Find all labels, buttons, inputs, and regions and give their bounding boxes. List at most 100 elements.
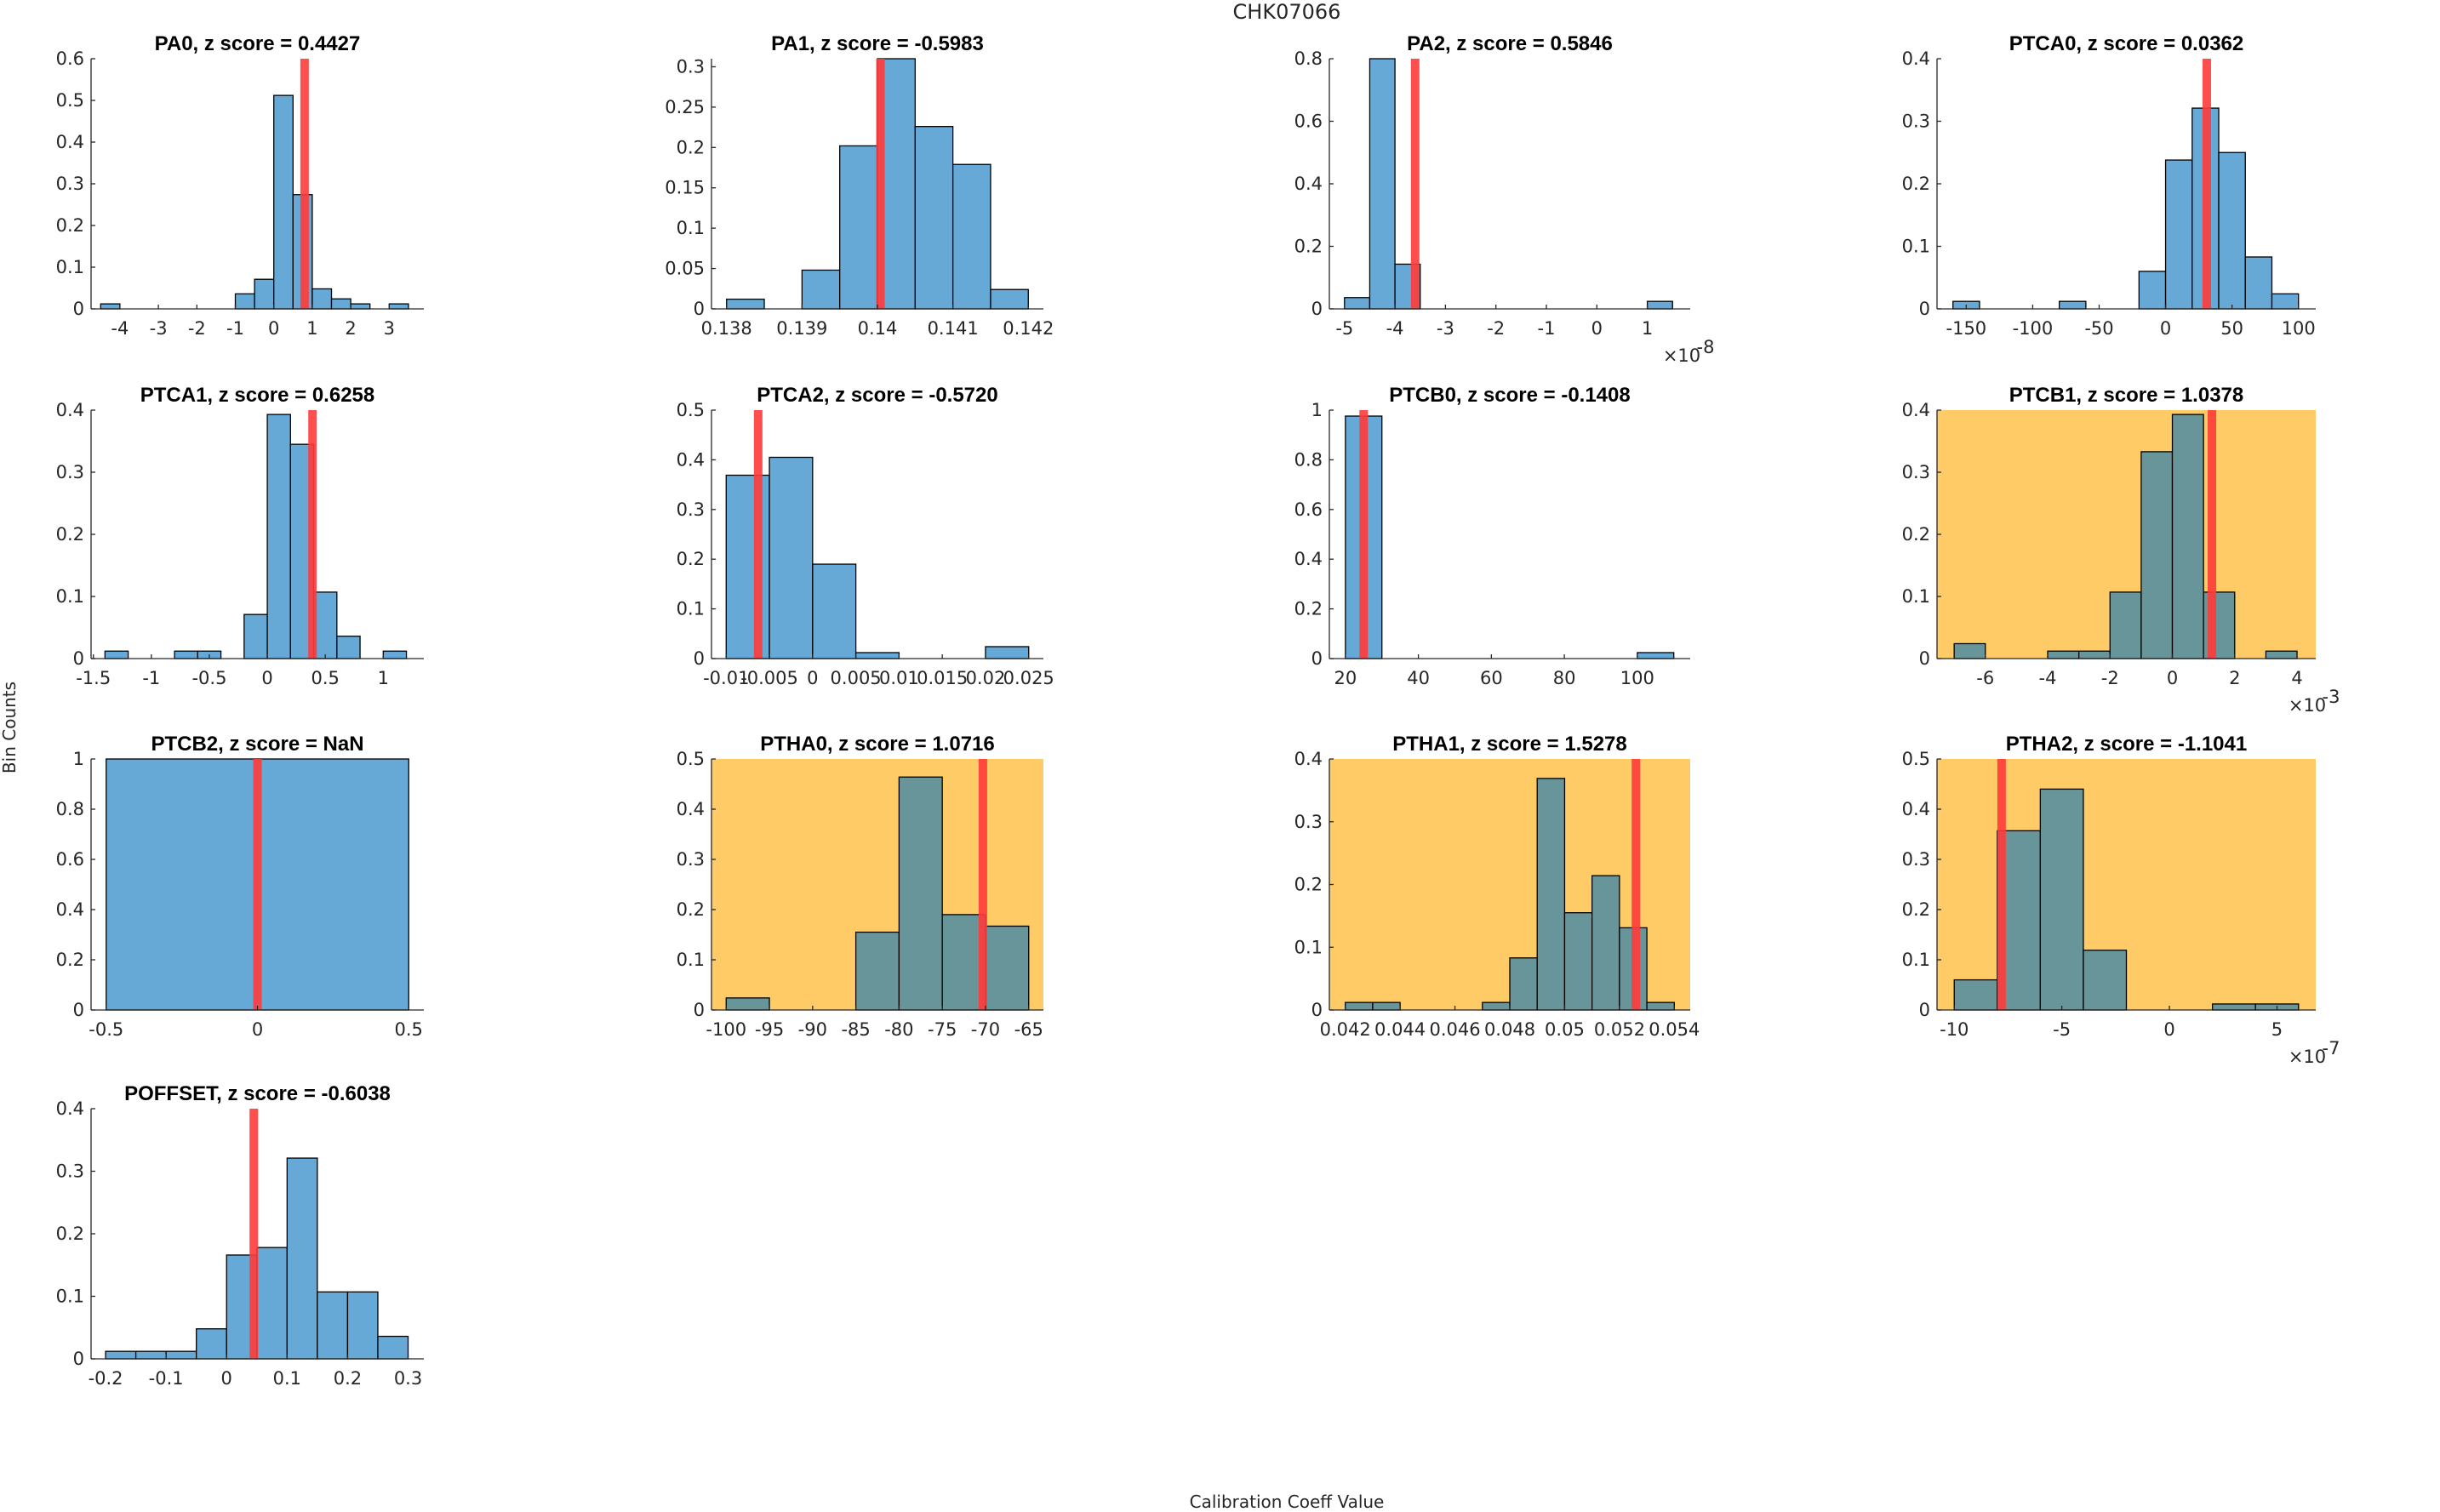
- y-tick-label: 0: [1311, 299, 1323, 319]
- y-tick-label: 0: [73, 648, 84, 669]
- histogram-bar: [914, 126, 954, 310]
- histogram-bar: [2164, 159, 2193, 310]
- histogram-bar: [1509, 957, 1538, 1011]
- histogram-bar: [273, 94, 294, 310]
- x-tick-label: 0.2: [334, 1368, 362, 1389]
- histogram-bar: [1646, 1001, 1675, 1011]
- x-tick-label: -3: [150, 318, 168, 339]
- x-tick-label: -100: [706, 1019, 746, 1040]
- x-tick-label: 1: [378, 668, 389, 688]
- y-tick-label: 0.1: [677, 950, 705, 970]
- subplot-pa2: 0 0.2 0.4 0.6 0.8 -5 -4 -3 -2 -1 0 1 ×10-8 PA2, z sco…: [1294, 32, 1715, 366]
- y-tick-label: 0.8: [1294, 48, 1323, 69]
- y-tick-label: 0.5: [56, 90, 84, 111]
- y-tick-label: 0.15: [665, 178, 705, 198]
- y-tick-label: 0.2: [1902, 174, 1930, 194]
- x-tick-label: 0.01: [879, 668, 919, 688]
- x-tick-label: 0.14: [858, 318, 898, 339]
- y-tick-label: 0.1: [56, 586, 84, 607]
- x-tick-label: 100: [2282, 318, 2316, 339]
- x-tick-label: 0: [221, 1368, 232, 1389]
- y-tick-label: 0: [73, 299, 84, 319]
- y-tick-label: 0.3: [56, 462, 84, 482]
- x-tick-label: 50: [2220, 318, 2243, 339]
- y-tick-label: 0.2: [56, 524, 84, 545]
- x-tick-label: 2: [345, 318, 356, 339]
- histogram-bar: [1591, 875, 1620, 1011]
- subplot-ptha1: 0 0.1 0.2 0.3 0.4 0.042 0.044 0.046 0.048 0.05 0.0…: [1294, 733, 1700, 1040]
- subplot-title: PA1, z score = -0.5983: [771, 32, 984, 55]
- y-tick-label: 0.4: [56, 132, 84, 152]
- x-tick-label: 0.138: [701, 318, 752, 339]
- x-tick-label: -1.5: [76, 668, 111, 688]
- y-tick-label: 0.1: [1902, 237, 1930, 257]
- x-tick-label: 0.005: [831, 668, 882, 688]
- subplot-ptha2: 0 0.1 0.2 0.3 0.4 0.5 -10 -5 0 5 ×10-7 PTHA2, z sco…: [1902, 733, 2340, 1067]
- y-tick-label: 0.5: [677, 400, 705, 420]
- histogram-bar: [286, 1157, 318, 1360]
- x-tick-label: 0.02: [966, 668, 1006, 688]
- y-tick-label: 0.4: [56, 1098, 84, 1119]
- histogram-bar: [2271, 293, 2300, 310]
- subplot-title: PTCB0, z score = -0.1408: [1389, 384, 1630, 407]
- subplot-ptca1: 0 0.1 0.2 0.3 0.4 -1.5 -1 -0.5 0 0.5 1 PTCA1, z sco…: [56, 384, 424, 688]
- subplot-title: PTCA1, z score = 0.6258: [140, 384, 374, 407]
- histogram-bar: [1344, 297, 1371, 310]
- x-tick-label: -100: [2013, 318, 2054, 339]
- histogram-bar: [2171, 414, 2204, 659]
- x-tick-label: 0.3: [394, 1368, 422, 1389]
- y-tick-label: 0.05: [665, 259, 705, 279]
- y-tick-label: 0.4: [1902, 48, 1930, 69]
- y-tick-label: 0.2: [677, 549, 705, 569]
- histogram-bar: [990, 288, 1029, 310]
- x-tick-label: -70: [971, 1019, 1000, 1040]
- subplot-ptca0: 0 0.1 0.2 0.3 0.4 -150 -100 -50 0 50 100 PTCA0, z s…: [1902, 32, 2316, 339]
- histogram-bar: [2138, 271, 2167, 310]
- histogram-bar: [1369, 58, 1396, 310]
- x-axis-exponent-power: -8: [1697, 337, 1715, 357]
- y-tick-label: 0.4: [56, 400, 84, 420]
- x-tick-label: -80: [884, 1019, 913, 1040]
- histogram-bar: [985, 646, 1030, 659]
- subplot-ptca2: 00.10.20.30.40.5-0.01-0.005 0 0.0050.010.0…: [677, 384, 1054, 688]
- y-tick-label: 0.5: [677, 749, 705, 769]
- x-axis-exponent-power: -3: [2323, 687, 2340, 707]
- histogram-bar: [336, 636, 361, 659]
- current-value-marker: [2208, 410, 2217, 659]
- y-tick-label: 0.3: [1902, 111, 1930, 132]
- x-tick-label: 0.015: [917, 668, 968, 688]
- histogram-bar: [725, 997, 770, 1011]
- x-tick-label: -0.005: [740, 668, 798, 688]
- x-tick-label: -5: [1335, 318, 1353, 339]
- y-tick-label: 0.4: [1902, 799, 1930, 819]
- y-tick-label: 0.4: [1294, 549, 1323, 569]
- y-tick-label: 0: [1311, 648, 1323, 669]
- y-tick-label: 0.6: [56, 48, 84, 69]
- histogram-bar: [312, 591, 338, 659]
- x-tick-label: 0: [807, 668, 818, 688]
- x-tick-label: -65: [1014, 1019, 1043, 1040]
- y-tick-label: 0: [694, 1000, 705, 1020]
- current-value-marker: [1410, 59, 1420, 309]
- y-tick-label: 0: [73, 1000, 84, 1020]
- x-tick-label: 40: [1407, 668, 1430, 688]
- histogram-bar: [2211, 1003, 2256, 1011]
- current-value-marker: [249, 1109, 259, 1359]
- histogram-bar: [898, 776, 943, 1011]
- histogram-bar: [985, 925, 1030, 1011]
- y-tick-label: 0.6: [1294, 111, 1323, 132]
- x-tick-label: 0.142: [1003, 318, 1054, 339]
- x-tick-label: 0.046: [1429, 1019, 1480, 1040]
- histogram-bar: [2083, 950, 2128, 1011]
- x-tick-label: 0: [2160, 318, 2171, 339]
- histogram-bar: [165, 1350, 197, 1360]
- subplot-title: PTCA2, z score = -0.5720: [757, 384, 997, 407]
- histogram-bar: [839, 145, 878, 310]
- x-tick-label: 5: [2271, 1019, 2283, 1040]
- y-tick-label: 0.6: [1294, 499, 1323, 520]
- histogram-bar: [2109, 591, 2142, 659]
- y-tick-label: 0.3: [1902, 462, 1930, 482]
- x-tick-label: -10: [1940, 1019, 1969, 1040]
